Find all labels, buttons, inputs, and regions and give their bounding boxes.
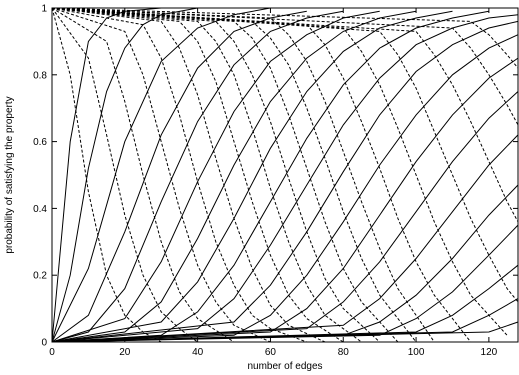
- x-tick-label: 20: [119, 347, 131, 358]
- x-axis-label: number of edges: [247, 361, 322, 372]
- y-tick-label: 0.6: [33, 137, 47, 148]
- series-line-24: [51, 7, 271, 343]
- series-line-36: [51, 7, 519, 223]
- series-line-12: [51, 34, 519, 343]
- series-group: [51, 7, 519, 343]
- plot-area: 0 20 40 60 80 100 120 0 0.2 0.4 0.6 0.8 1: [33, 4, 519, 358]
- series-line-9: [51, 10, 489, 343]
- series-line-35: [51, 7, 519, 303]
- series-line-2: [51, 7, 198, 343]
- series-line-1: [51, 7, 162, 343]
- series-line-31: [51, 7, 417, 343]
- axis-ticks: 0 20 40 60 80 100 120 0 0.2 0.4 0.6 0.8 1: [33, 4, 518, 358]
- y-tick-label: 0: [41, 338, 47, 349]
- x-tick-label: 60: [265, 347, 277, 358]
- series-line-34: [51, 7, 508, 336]
- series-line-18: [51, 264, 519, 343]
- series-line-8: [51, 10, 453, 343]
- y-tick-label: 1: [41, 4, 47, 15]
- series-line-27: [51, 7, 344, 343]
- series-line-28: [51, 7, 362, 343]
- series-line-15: [51, 134, 519, 343]
- y-axis-label: probability of satisfying the property: [4, 96, 15, 253]
- y-tick-label: 0.4: [33, 204, 47, 215]
- series-line-3: [51, 7, 271, 343]
- series-line-13: [51, 57, 519, 343]
- series-line-32: [51, 7, 435, 343]
- series-line-22: [51, 7, 198, 343]
- x-tick-label: 0: [49, 347, 55, 358]
- x-tick-label: 100: [408, 347, 425, 358]
- x-tick-label: 120: [481, 347, 498, 358]
- series-line-25: [51, 7, 307, 343]
- y-tick-label: 0.8: [33, 70, 47, 81]
- y-tick-label: 0.2: [33, 271, 47, 282]
- series-line-6: [51, 10, 380, 343]
- series-line-5: [51, 10, 344, 343]
- series-line-11: [51, 20, 519, 343]
- series-line-23: [51, 7, 235, 343]
- series-line-38: [51, 7, 519, 69]
- x-tick-label: 40: [192, 347, 204, 358]
- series-line-29: [51, 7, 381, 343]
- plot-frame: [51, 7, 519, 343]
- series-line-17: [51, 224, 519, 343]
- series-line-7: [51, 10, 417, 343]
- series-line-30: [51, 7, 399, 343]
- series-line-26: [51, 7, 326, 343]
- series-line-14: [51, 91, 519, 343]
- series-line-33: [51, 7, 472, 343]
- series-line-4: [51, 10, 307, 343]
- series-line-10: [51, 14, 519, 343]
- x-tick-label: 80: [338, 347, 350, 358]
- series-line-21: [51, 7, 162, 343]
